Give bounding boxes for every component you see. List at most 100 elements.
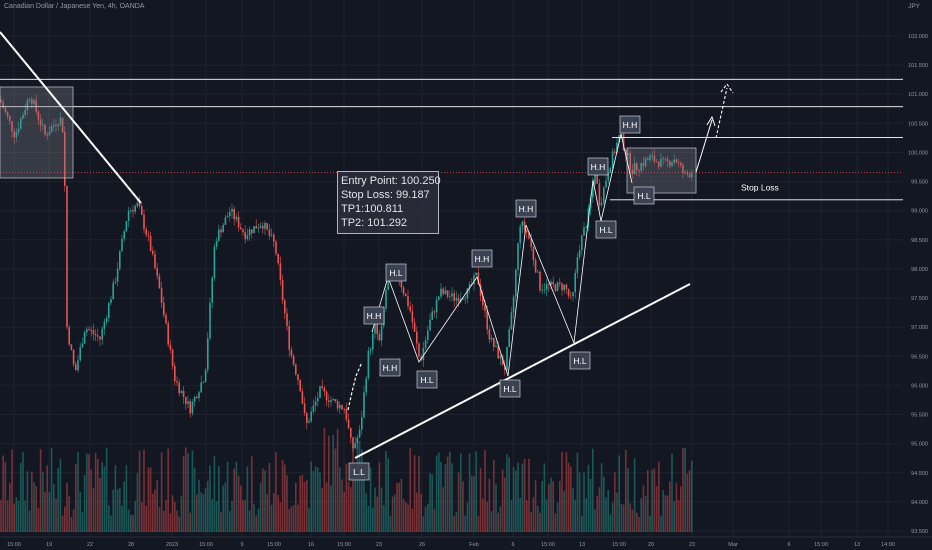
time-tick-label: 23 [376,542,382,548]
time-tick-label: 26 [419,542,425,548]
volume-bar [462,481,464,532]
volume-bar [48,491,51,532]
candle-body [539,271,541,291]
volume-bar [666,495,669,532]
volume-bar [501,469,504,532]
candle-body [352,437,354,449]
volume-bar [88,454,90,532]
candle-body [125,221,128,232]
candle-body [180,390,183,393]
volume-bar [224,482,227,532]
chart-drawings [0,31,734,459]
candle-body [350,428,352,438]
candle-body [682,165,684,173]
volume-bar [400,478,403,532]
volume-bar [352,447,354,532]
volume-bar [246,466,249,532]
time-tick-label: 23 [689,542,695,548]
candle-body [534,259,537,273]
volume-bar [138,450,141,532]
candle-body [237,216,240,228]
candle-body [671,162,673,166]
candle-body [475,272,477,276]
volume-bar [422,516,425,532]
volume-bar [466,502,469,532]
candle-body [176,381,178,383]
candle-body [660,158,662,167]
volume-bar [312,470,315,532]
candle-body [292,355,295,365]
volume-bar [94,452,97,532]
volume-bar [207,480,209,532]
volume-bar [567,462,570,532]
volume-bar [321,487,323,532]
candle-body [134,206,136,212]
candle-body [257,227,260,229]
volume-bar [350,487,352,532]
volume-bar [396,482,398,532]
candle-body [2,102,4,109]
volume-bar [180,495,183,532]
volume-bar [627,468,629,532]
volume-bar [451,463,453,532]
time-axis[interactable]: 15:00 19 22 28 2023 15:00 9 15:00 16 15:00 23 26 Feb… [0,536,932,548]
candle-body [86,329,88,333]
candle-body [673,159,675,163]
volume-bar [479,468,482,532]
candle-body [592,184,594,198]
price-tick-label: 99.500 [911,180,928,186]
candle-body [675,159,678,163]
candle-body [290,349,293,356]
volume-bar [589,478,592,532]
candle-body [218,229,220,241]
candle-body [680,162,682,166]
volume-bar [70,516,73,532]
candle-body [154,253,156,269]
candle-body [532,246,535,260]
candle-body [343,409,345,410]
candle-body [328,400,330,403]
candle-body [380,325,383,341]
trade-setup-box: Entry Point: 100.250 Stop Loss: 99.187 T… [337,171,441,234]
volume-bar [202,493,205,532]
candle-body [94,334,97,336]
volume-bar [4,462,7,532]
candle-body [240,227,242,230]
candle-body [46,134,48,136]
volume-bar [563,491,565,532]
candle-body [222,224,224,233]
volume-bar [53,484,55,532]
volume-bar [11,449,13,532]
time-tick-label: 6 [787,542,790,548]
volume-bar [578,472,581,532]
candle-body [495,346,497,348]
pattern-label: L.L [353,467,365,477]
volume-bar [435,455,438,532]
time-tick-label: 13 [854,542,860,548]
volume-bar [471,475,473,532]
candle-body [521,221,524,227]
volume-bar [521,463,524,532]
candle-body [191,401,194,414]
volume-bar [160,452,163,532]
volume-bar [530,512,532,532]
volume-bar [374,487,376,532]
candle-body [0,100,2,103]
volume-bar [341,479,343,532]
candle-body [372,333,374,350]
candle-body [167,323,169,345]
price-axis[interactable]: 102.000 101.500 101.000 100.500 100.000 99.50… [903,0,932,550]
candle-body [53,125,55,127]
volume-bar [682,447,684,532]
volume-bar [266,494,268,532]
candle-body [576,257,579,273]
volume-bar [609,514,612,532]
volume-bar [574,499,576,532]
pattern-label: H.H [519,204,534,214]
range-box-right [626,147,697,194]
volume-bar [259,482,262,532]
volume-bar [334,448,337,532]
candle-body [633,163,636,175]
volume-bar [600,463,603,532]
